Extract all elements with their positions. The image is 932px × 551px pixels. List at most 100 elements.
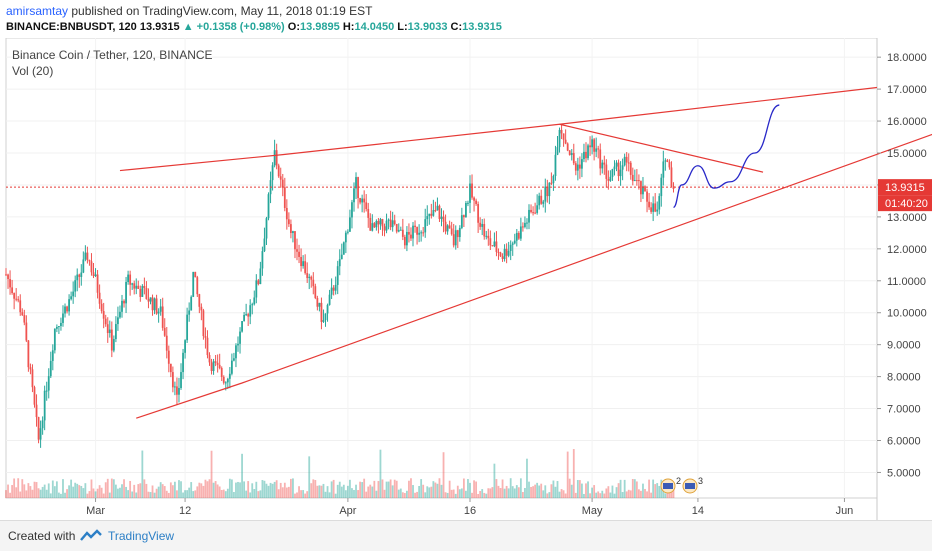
volume-bar <box>414 492 416 498</box>
candle-body <box>629 162 632 175</box>
price-axis[interactable]: 18.000017.000016.000015.000014.000013.00… <box>877 52 927 479</box>
volume-bar <box>485 493 488 498</box>
candle-body <box>290 224 292 234</box>
volume-bar <box>530 486 532 498</box>
volume-bar <box>129 480 132 498</box>
price-tick-label: 10.0000 <box>887 308 927 320</box>
volume-bar <box>17 478 20 498</box>
volume-bar <box>66 489 68 498</box>
candle-body <box>611 169 614 177</box>
candle-body <box>239 331 241 344</box>
volume-bar <box>346 485 349 498</box>
candle-body <box>220 368 223 377</box>
candle-body <box>631 174 634 182</box>
volume-bar <box>385 481 388 498</box>
candle-body <box>194 271 197 278</box>
time-tick-label: Mar <box>86 505 105 517</box>
volume-bar <box>58 492 60 498</box>
volume-bar <box>169 482 172 498</box>
candle-body <box>45 390 48 392</box>
volume-bar <box>210 450 213 498</box>
volume-bar <box>106 478 109 498</box>
volume-bar <box>237 481 239 498</box>
volume-bar <box>19 491 22 498</box>
candle-body <box>456 230 459 238</box>
candle-body <box>383 226 386 231</box>
candle-body <box>253 297 256 305</box>
volume-bar <box>117 488 119 498</box>
volume-bar <box>664 493 667 498</box>
volume-bar <box>68 485 70 498</box>
candle-body <box>432 210 435 216</box>
candle-body <box>650 207 653 212</box>
event-badge-count: 3 <box>698 476 703 486</box>
volume-bar <box>440 484 443 498</box>
candle-body <box>340 254 343 260</box>
candle-body <box>391 220 394 228</box>
last-price-tag-label: 13.9315 <box>885 182 925 194</box>
candle-body <box>66 306 68 312</box>
open-value: 13.9895 <box>300 21 340 33</box>
candle-body <box>316 298 319 307</box>
candle-body <box>568 150 571 155</box>
volume-bar <box>80 485 83 498</box>
candle-body <box>108 329 111 334</box>
candle-body <box>570 153 573 155</box>
volume-bar <box>125 486 127 498</box>
volume-bar <box>416 491 418 498</box>
candle-body <box>176 386 178 395</box>
candle-body <box>60 322 62 327</box>
author-link[interactable]: amirsamtay <box>6 4 69 18</box>
candle-body <box>410 234 412 239</box>
candle-body <box>233 358 235 361</box>
candle-body <box>574 163 577 171</box>
volume-bar <box>444 492 447 498</box>
candle-body <box>147 298 150 302</box>
volume-bar <box>9 492 11 498</box>
candle-body <box>342 242 345 255</box>
volume-bar <box>542 490 545 498</box>
price-chart[interactable]: 18.000017.000016.000015.000014.000013.00… <box>0 38 932 520</box>
volume-bar <box>522 492 524 498</box>
candle-body <box>123 300 125 304</box>
time-axis[interactable]: Mar 12 Apr 16 May 14 Jun <box>86 498 853 517</box>
candle-body <box>564 139 567 144</box>
volume-bar <box>593 485 596 498</box>
publish-date: published on TradingView.com, May 11, 20… <box>71 4 373 18</box>
candle-body <box>613 166 616 170</box>
volume-bar <box>230 479 233 498</box>
grid <box>6 38 877 498</box>
volume-bar <box>178 480 180 498</box>
volume-bar <box>275 480 278 498</box>
volume-bar <box>273 481 276 498</box>
candle-body <box>62 313 64 323</box>
volume-bar <box>432 481 435 498</box>
price-tick-label: 11.0000 <box>887 276 926 288</box>
candle-body <box>167 350 170 364</box>
candle-body <box>656 209 659 212</box>
volume-bar <box>605 488 608 498</box>
volume-bar <box>656 483 659 498</box>
volume-bar <box>601 490 604 498</box>
candle-body <box>513 240 516 244</box>
volume-bars <box>5 449 675 498</box>
candle-body <box>487 235 490 239</box>
candle-body <box>114 324 117 340</box>
candle-body <box>517 232 520 239</box>
candle-body <box>371 223 374 231</box>
tradingview-brand[interactable]: TradingView <box>108 529 175 543</box>
volume-bar <box>403 493 406 498</box>
candle-body <box>117 317 119 325</box>
volume-bar <box>446 492 449 498</box>
candle-body <box>646 191 648 202</box>
candle-body <box>532 212 534 214</box>
volume-bar <box>267 485 270 498</box>
candle-body <box>605 164 608 179</box>
candle-body <box>467 202 469 204</box>
candle-body <box>609 176 612 181</box>
candle-body <box>267 194 270 219</box>
candle-body <box>29 367 32 370</box>
volume-bar <box>279 482 282 498</box>
volume-bar <box>147 491 150 498</box>
